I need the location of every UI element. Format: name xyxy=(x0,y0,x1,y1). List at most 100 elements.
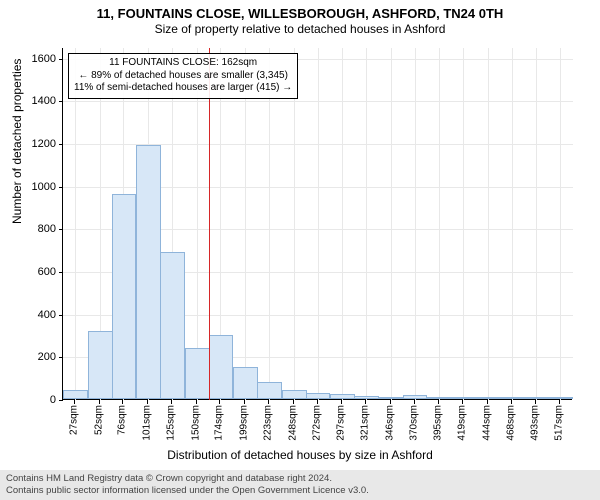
xtick-mark xyxy=(559,400,560,404)
footer-line2: Contains public sector information licen… xyxy=(6,485,594,497)
histogram-bar xyxy=(379,397,404,399)
gridline-v xyxy=(536,48,537,400)
xtick-mark xyxy=(147,400,148,404)
ytick-mark xyxy=(59,229,63,230)
xtick-mark xyxy=(317,400,318,404)
xtick-mark xyxy=(365,400,366,404)
xtick-label: 27sqm xyxy=(68,405,79,435)
xtick-mark xyxy=(122,400,123,404)
gridline-v xyxy=(463,48,464,400)
x-axis-label: Distribution of detached houses by size … xyxy=(0,448,600,462)
xtick-label: 199sqm xyxy=(239,405,250,441)
annotation-line3: 11% of semi-detached houses are larger (… xyxy=(74,82,292,95)
ytick-label: 1000 xyxy=(14,181,56,193)
xtick-label: 468sqm xyxy=(505,405,516,441)
gridline-v xyxy=(391,48,392,400)
xtick-label: 346sqm xyxy=(384,405,395,441)
histogram-bar xyxy=(112,194,137,399)
xtick-mark xyxy=(511,400,512,404)
xtick-label: 321sqm xyxy=(360,405,371,441)
reference-line xyxy=(209,48,210,400)
xtick-label: 174sqm xyxy=(214,405,225,441)
ytick-label: 400 xyxy=(14,309,56,321)
histogram-bar xyxy=(209,335,234,399)
histogram-bar xyxy=(427,397,452,399)
xtick-label: 517sqm xyxy=(554,405,565,441)
ytick-mark xyxy=(59,400,63,401)
histogram-bar xyxy=(136,145,161,399)
ytick-mark xyxy=(59,144,63,145)
xtick-mark xyxy=(462,400,463,404)
xtick-label: 419sqm xyxy=(457,405,468,441)
gridline-v xyxy=(342,48,343,400)
histogram-bar xyxy=(548,397,573,399)
histogram-bar xyxy=(403,395,428,399)
chart-container: 11, FOUNTAINS CLOSE, WILLESBOROUGH, ASHF… xyxy=(0,0,600,500)
histogram-bar xyxy=(476,397,501,399)
xtick-label: 150sqm xyxy=(190,405,201,441)
gridline-v xyxy=(245,48,246,400)
histogram-bar xyxy=(330,394,355,399)
xtick-label: 493sqm xyxy=(530,405,541,441)
gridline-v xyxy=(415,48,416,400)
xtick-mark xyxy=(268,400,269,404)
ytick-mark xyxy=(59,187,63,188)
xtick-mark xyxy=(535,400,536,404)
xtick-label: 272sqm xyxy=(311,405,322,441)
gridline-v xyxy=(75,48,76,400)
annotation-box: 11 FOUNTAINS CLOSE: 162sqm ← 89% of deta… xyxy=(68,53,298,99)
histogram-bar xyxy=(63,390,88,399)
xtick-label: 370sqm xyxy=(408,405,419,441)
histogram-bar xyxy=(451,397,476,399)
histogram-bar xyxy=(233,367,258,399)
histogram-bar xyxy=(257,382,282,399)
xtick-label: 52sqm xyxy=(93,405,104,435)
gridline-v xyxy=(512,48,513,400)
histogram-bar xyxy=(160,252,185,399)
ytick-label: 800 xyxy=(14,223,56,235)
xtick-mark xyxy=(74,400,75,404)
annotation-line2: ← 89% of detached houses are smaller (3,… xyxy=(74,70,292,83)
ytick-label: 200 xyxy=(14,351,56,363)
xtick-mark xyxy=(99,400,100,404)
xtick-mark xyxy=(196,400,197,404)
xtick-label: 248sqm xyxy=(287,405,298,441)
histogram-bar xyxy=(282,390,307,399)
xtick-label: 223sqm xyxy=(262,405,273,441)
ytick-mark xyxy=(59,101,63,102)
chart-title: 11, FOUNTAINS CLOSE, WILLESBOROUGH, ASHF… xyxy=(0,0,600,21)
gridline-v xyxy=(318,48,319,400)
histogram-bar xyxy=(524,397,549,399)
xtick-label: 76sqm xyxy=(117,405,128,435)
histogram-bar xyxy=(185,348,210,399)
xtick-mark xyxy=(438,400,439,404)
gridline-v xyxy=(294,48,295,400)
ytick-label: 0 xyxy=(14,394,56,406)
gridline-v xyxy=(439,48,440,400)
ytick-mark xyxy=(59,272,63,273)
xtick-mark xyxy=(219,400,220,404)
xtick-label: 395sqm xyxy=(433,405,444,441)
xtick-label: 101sqm xyxy=(142,405,153,441)
plot-area: 11 FOUNTAINS CLOSE: 162sqm ← 89% of deta… xyxy=(62,48,572,400)
footer: Contains HM Land Registry data © Crown c… xyxy=(0,470,600,500)
xtick-mark xyxy=(390,400,391,404)
gridline-v xyxy=(366,48,367,400)
gridline-v xyxy=(488,48,489,400)
xtick-label: 125sqm xyxy=(165,405,176,441)
histogram-bar xyxy=(88,331,113,399)
gridline-v xyxy=(269,48,270,400)
ytick-label: 1200 xyxy=(14,138,56,150)
xtick-mark xyxy=(341,400,342,404)
xtick-mark xyxy=(414,400,415,404)
xtick-mark xyxy=(244,400,245,404)
xtick-label: 444sqm xyxy=(481,405,492,441)
plot-box xyxy=(62,48,572,400)
xtick-mark xyxy=(171,400,172,404)
ytick-mark xyxy=(59,357,63,358)
histogram-bar xyxy=(354,396,379,399)
ytick-label: 1600 xyxy=(14,53,56,65)
xtick-mark xyxy=(487,400,488,404)
xtick-label: 297sqm xyxy=(336,405,347,441)
histogram-bar xyxy=(306,393,331,399)
